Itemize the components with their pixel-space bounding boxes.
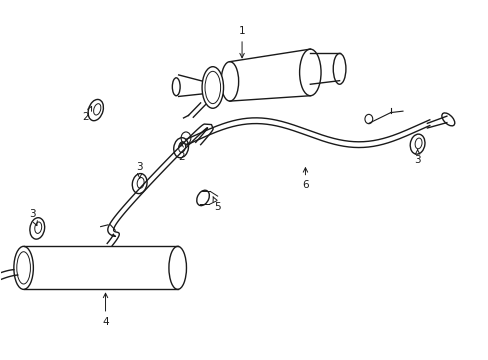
Ellipse shape: [14, 246, 33, 289]
Ellipse shape: [30, 218, 44, 239]
Ellipse shape: [168, 246, 186, 289]
Text: 6: 6: [302, 168, 308, 190]
Ellipse shape: [221, 62, 238, 101]
Text: 1: 1: [238, 26, 245, 58]
Ellipse shape: [202, 67, 223, 108]
Text: 2: 2: [82, 106, 91, 122]
Text: 5: 5: [213, 197, 221, 212]
Ellipse shape: [88, 99, 103, 121]
Text: 3: 3: [136, 162, 142, 178]
Text: 3: 3: [29, 209, 37, 226]
Ellipse shape: [299, 49, 321, 96]
Ellipse shape: [196, 190, 209, 206]
Text: 4: 4: [102, 293, 109, 327]
Ellipse shape: [441, 113, 454, 126]
Text: 3: 3: [413, 149, 420, 165]
Ellipse shape: [172, 78, 180, 96]
Text: 2: 2: [178, 143, 184, 162]
Ellipse shape: [173, 138, 188, 158]
Ellipse shape: [132, 174, 147, 194]
Ellipse shape: [332, 53, 345, 84]
Ellipse shape: [409, 134, 424, 154]
